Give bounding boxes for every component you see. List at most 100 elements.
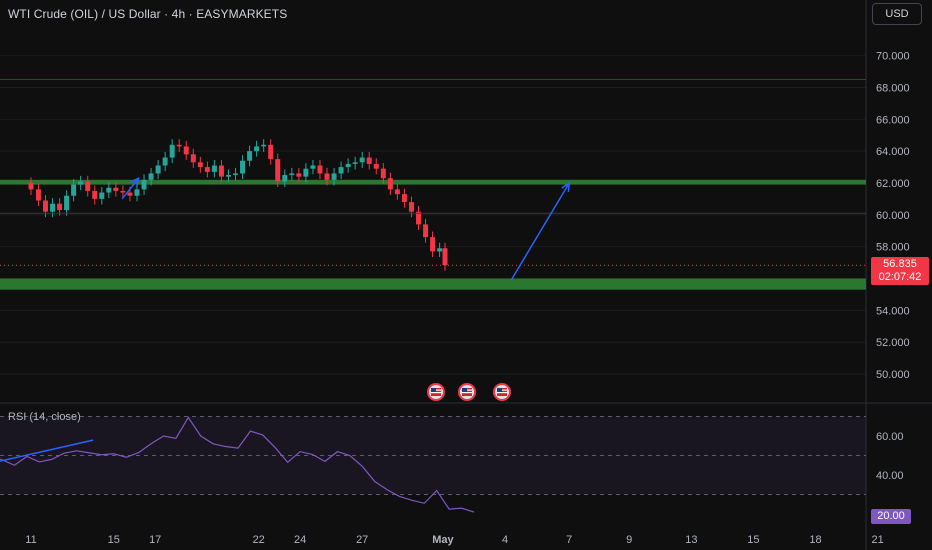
price-axis-label: 70.000 (876, 51, 910, 63)
candle-down (92, 190, 98, 199)
time-axis-label: 7 (566, 534, 572, 546)
price-axis-label: 66.000 (876, 114, 910, 126)
price-axis-label: 64.000 (876, 146, 910, 158)
rsi-title: RSI (14, close) (8, 411, 81, 423)
rsi-axis-label: 60.00 (876, 431, 904, 443)
candle-down (324, 173, 330, 180)
candle-down (275, 159, 281, 182)
rsi-current-tag: 20.00 (871, 509, 911, 524)
time-axis-label: 22 (253, 534, 265, 546)
projection-arrow-line (510, 182, 570, 281)
candle-up (247, 151, 253, 161)
rsi-axis-label: 40.00 (876, 470, 904, 482)
candle-down (197, 162, 203, 168)
candle-down (416, 211, 422, 225)
time-axis-label: 17 (149, 534, 161, 546)
time-axis-label: 15 (108, 534, 120, 546)
us-flag-event-icon[interactable] (427, 383, 445, 401)
candle-down (423, 224, 429, 238)
candle-up (352, 162, 358, 164)
candle-up (50, 203, 56, 212)
candle-up (359, 157, 365, 163)
us-flag-event-icon[interactable] (458, 383, 476, 401)
candle-up (78, 181, 84, 185)
candle-up (71, 184, 77, 196)
candle-up (261, 144, 267, 147)
last-price-value: 56.835 (883, 258, 917, 270)
time-axis-label: 27 (356, 534, 368, 546)
projection-arrow-head (130, 176, 140, 188)
candle-down (183, 146, 189, 155)
candle-up (233, 173, 239, 176)
price-axis-label: 54.000 (876, 305, 910, 317)
us-flag-event-icon[interactable] (493, 383, 511, 401)
symbol-title: WTI Crude (OIL) / US Dollar · 4h · EASYM… (8, 7, 288, 21)
candle-down (401, 194, 407, 203)
candle-up (64, 195, 70, 211)
price-axis-label: 58.000 (876, 242, 910, 254)
candle-up (106, 187, 112, 193)
candle-down (85, 181, 91, 191)
candle-up (169, 144, 175, 158)
candle-up (345, 163, 351, 168)
candle-down (190, 154, 196, 163)
time-axis-label: May (432, 534, 454, 546)
candle-up (155, 165, 161, 174)
time-axis-label: 9 (626, 534, 632, 546)
candle-down (373, 163, 379, 169)
last-price-tag: 56.835 02:07:42 (871, 257, 929, 285)
candle-down (408, 202, 414, 212)
rsi-trendline (0, 439, 94, 462)
time-axis-label: 21 (872, 534, 884, 546)
candle-down (317, 165, 323, 174)
resistance-zone (0, 179, 866, 185)
candle-down (366, 157, 372, 164)
candle-down (35, 189, 41, 201)
price-axis-label: 52.000 (876, 337, 910, 349)
time-axis-label: 13 (685, 534, 697, 546)
candle-down (380, 168, 386, 179)
candle-up (282, 175, 288, 182)
candle-down (442, 248, 448, 266)
candle-up (310, 165, 316, 169)
candle-up (289, 173, 295, 176)
price-axis-label: 50.000 (876, 369, 910, 381)
candle-down (218, 165, 224, 177)
candle-up (338, 167, 344, 174)
candle-up (211, 165, 217, 172)
candle-countdown: 02:07:42 (878, 271, 922, 283)
candle-up (141, 179, 147, 190)
candle-down (42, 200, 48, 212)
candle-down (57, 203, 63, 211)
support-zone (0, 278, 866, 290)
candle-down (268, 144, 274, 160)
candle-down (430, 237, 436, 252)
currency-button[interactable]: USD (872, 3, 922, 25)
candle-down (394, 189, 400, 195)
candle-down (113, 187, 119, 191)
candle-up (148, 173, 154, 180)
price-axis-label: 68.000 (876, 82, 910, 94)
rsi-line (0, 416, 475, 513)
candle-down (204, 167, 210, 172)
candle-down (176, 144, 182, 147)
candle-up (240, 160, 246, 174)
candle-down (127, 192, 133, 196)
candle-up (254, 146, 260, 152)
time-axis-label: 15 (747, 534, 759, 546)
candle-down (296, 173, 302, 177)
time-axis-label: 11 (25, 534, 36, 546)
candle-up (437, 248, 443, 252)
candle-down (28, 183, 34, 190)
candle-up (331, 173, 337, 180)
projection-arrow-line (121, 177, 140, 200)
time-axis-label: 18 (809, 534, 821, 546)
candle-up (303, 168, 309, 177)
candle-down (387, 178, 393, 190)
price-axis-label: 60.000 (876, 210, 910, 222)
time-axis-label: 24 (294, 534, 306, 546)
projection-arrow-head (561, 181, 571, 193)
candle-up (225, 175, 231, 177)
time-axis-label: 4 (502, 534, 508, 546)
